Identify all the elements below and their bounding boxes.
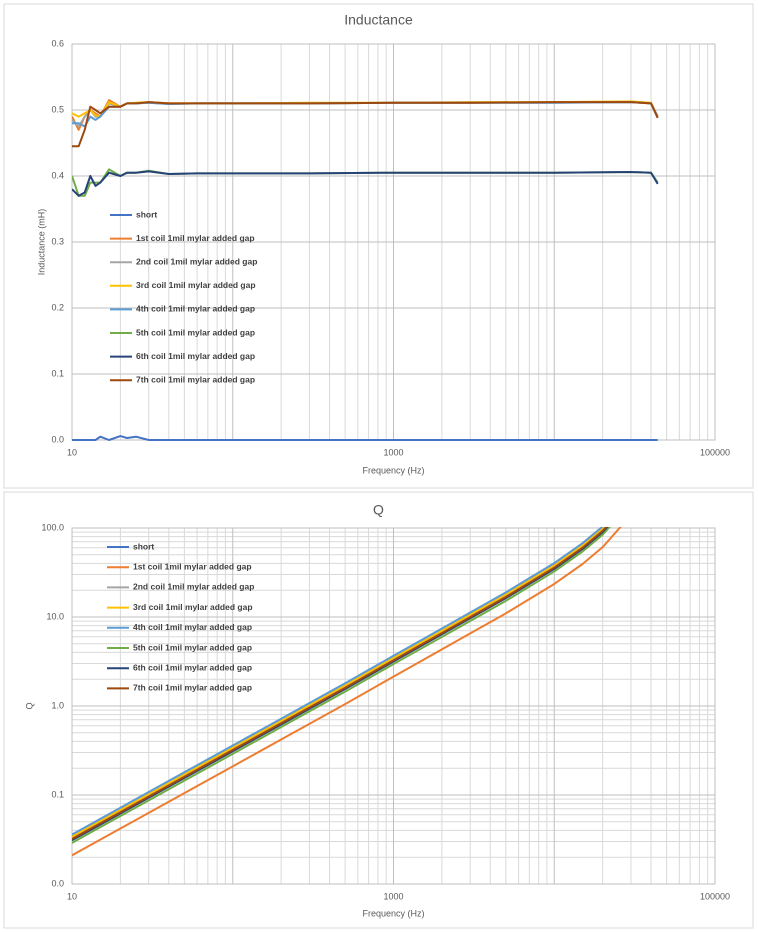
legend-label: 3rd coil 1mil mylar added gap bbox=[136, 280, 256, 290]
chart-title: Q bbox=[373, 502, 384, 518]
legend-label: 7th coil 1mil mylar added gap bbox=[133, 683, 252, 693]
series-line bbox=[72, 435, 658, 441]
chart: 0.0 0.1 1.0 10.0 100.0 10 1000 100000 Q Frequency… bbox=[3, 491, 754, 929]
series-line bbox=[72, 527, 608, 840]
legend-label: 5th coil 1mil mylar added gap bbox=[136, 327, 255, 337]
y-tick-label: 0.0 bbox=[51, 434, 64, 444]
series-line bbox=[72, 527, 622, 857]
legend-label: 7th coil 1mil mylar added gap bbox=[136, 374, 255, 384]
chart-title: Inductance bbox=[344, 12, 413, 28]
x-tick-label: 1000 bbox=[383, 891, 403, 901]
series-line bbox=[72, 527, 606, 838]
x-tick-label: 100000 bbox=[700, 891, 730, 901]
y-tick-label: 0.4 bbox=[51, 170, 64, 180]
legend-label: short bbox=[136, 209, 157, 219]
y-tick-label: 0.1 bbox=[51, 789, 64, 799]
legend-label: 5th coil 1mil mylar added gap bbox=[133, 642, 252, 652]
x-tick-label: 100000 bbox=[700, 447, 730, 457]
y-tick-label: 0.2 bbox=[51, 302, 64, 312]
y-tick-label: 100.0 bbox=[41, 522, 64, 532]
series-line bbox=[72, 527, 609, 842]
x-tick-label: 10 bbox=[67, 891, 77, 901]
y-tick-label: 0.5 bbox=[51, 104, 64, 114]
legend-label: 2nd coil 1mil mylar added gap bbox=[136, 256, 257, 266]
legend-label: 1st coil 1mil mylar added gap bbox=[136, 233, 255, 243]
x-axis-title: Frequency (Hz) bbox=[362, 465, 424, 475]
y-tick-label: 0.3 bbox=[51, 236, 64, 246]
legend-label: 6th coil 1mil mylar added gap bbox=[136, 351, 255, 361]
x-tick-label: 10 bbox=[67, 447, 77, 457]
series-line bbox=[72, 527, 611, 844]
y-axis-title: Q bbox=[24, 702, 34, 709]
legend-label: short bbox=[133, 541, 154, 551]
legend-label: 3rd coil 1mil mylar added gap bbox=[133, 602, 253, 612]
series-line bbox=[72, 527, 604, 836]
chart-frame bbox=[3, 3, 754, 489]
legend-label: 1st coil 1mil mylar added gap bbox=[133, 561, 252, 571]
y-tick-label: 1.0 bbox=[51, 700, 64, 710]
y-tick-label: 0.6 bbox=[51, 38, 64, 48]
legend-label: 6th coil 1mil mylar added gap bbox=[133, 662, 252, 672]
x-axis-title: Frequency (Hz) bbox=[362, 908, 424, 918]
y-tick-label: 0.1 bbox=[51, 368, 64, 378]
chart: 0.0 0.1 0.2 0.3 0.4 0.5 0.6 10 1000 100000 Inducta… bbox=[3, 3, 754, 489]
series-line bbox=[72, 170, 659, 197]
x-tick-label: 1000 bbox=[383, 447, 403, 457]
y-axis-title: Inductance (mH) bbox=[36, 209, 46, 276]
series-line bbox=[72, 101, 659, 148]
legend-label: 4th coil 1mil mylar added gap bbox=[133, 622, 252, 632]
legend-label: 2nd coil 1mil mylar added gap bbox=[133, 582, 254, 592]
y-tick-label: 0.0 bbox=[51, 878, 64, 888]
legend-label: 4th coil 1mil mylar added gap bbox=[136, 304, 255, 314]
y-tick-label: 10.0 bbox=[46, 611, 64, 621]
